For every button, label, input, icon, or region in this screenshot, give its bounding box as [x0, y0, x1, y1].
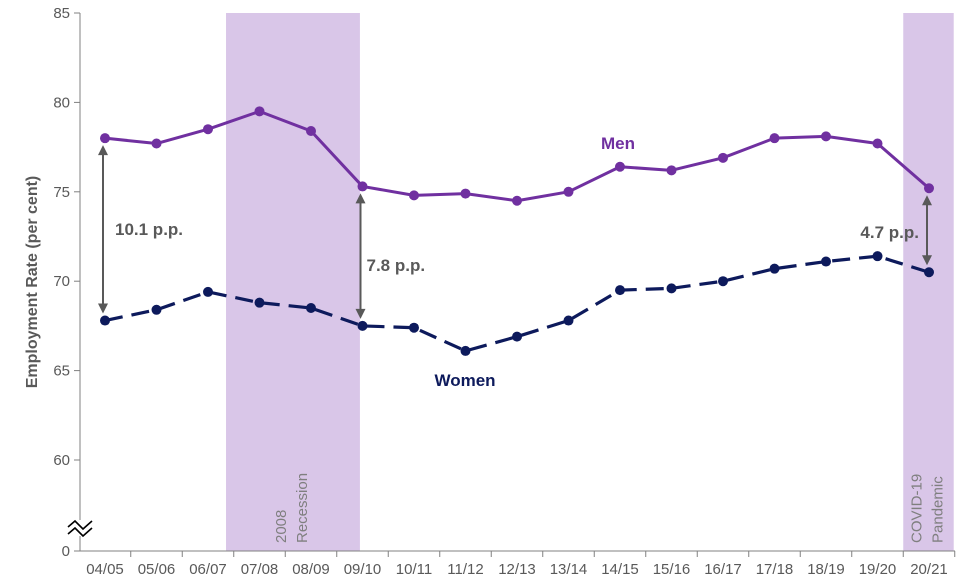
data-point-men	[821, 131, 831, 142]
data-point-men	[512, 195, 522, 206]
data-point-women	[924, 267, 934, 278]
x-tick-label: 12/13	[498, 561, 536, 578]
data-point-women	[615, 285, 625, 296]
x-tick-label: 10/11	[396, 561, 432, 578]
x-tick-label: 09/10	[344, 561, 382, 578]
y-tick-label: 0	[62, 543, 70, 560]
data-point-men	[203, 124, 213, 135]
data-point-women	[357, 320, 368, 331]
gap-arrow-head	[98, 303, 108, 314]
data-point-men	[872, 138, 883, 149]
data-point-women	[718, 276, 728, 287]
shaded-band	[903, 13, 954, 551]
data-point-men	[924, 183, 934, 194]
x-tick-label: 14/15	[601, 561, 639, 578]
x-tick-label: 15/16	[653, 561, 691, 578]
x-tick-label: 05/06	[138, 561, 176, 578]
gap-arrow-head	[98, 145, 108, 156]
y-tick-label: 70	[53, 273, 70, 290]
gap-arrow-head	[922, 255, 932, 266]
axis-break-mark	[67, 519, 93, 531]
data-point-women	[872, 251, 883, 262]
data-point-men	[306, 126, 316, 137]
x-tick-label: 11/12	[447, 561, 483, 578]
x-tick-label: 08/09	[292, 561, 330, 578]
data-point-men	[718, 152, 728, 163]
chart-series	[100, 106, 934, 356]
gap-arrow-head	[355, 193, 366, 204]
gap-arrow-head	[922, 195, 932, 206]
y-tick-label: 80	[53, 94, 70, 111]
gap-label: 10.1 p.p.	[115, 220, 183, 239]
x-tick-label: 17/18	[756, 561, 794, 578]
series-label-women: Women	[434, 371, 495, 390]
data-point-men	[460, 188, 471, 199]
axis-break-mask	[68, 520, 92, 536]
shaded-band	[226, 13, 360, 551]
y-axis-label: Employment Rate (per cent)	[24, 176, 41, 388]
data-point-women	[821, 256, 831, 267]
x-tick-label: 07/08	[241, 561, 279, 578]
data-point-men	[254, 106, 265, 117]
gap-annotations: 10.1 p.p. 7.8 p.p. 4.7 p.p.	[98, 145, 932, 319]
x-tick-label: 04/05	[86, 561, 124, 578]
data-point-men	[666, 165, 677, 176]
data-point-men	[100, 133, 110, 144]
x-tick-label: 19/20	[859, 561, 897, 578]
data-point-women	[409, 322, 419, 333]
gap-label: 4.7 p.p.	[860, 223, 919, 242]
data-point-women	[460, 345, 471, 356]
gap-label: 7.8 p.p.	[367, 256, 426, 275]
band-label: Pandemic	[929, 476, 946, 543]
band-label: Recession	[294, 473, 311, 543]
y-tick-label: 65	[53, 363, 70, 380]
gap-arrow-head	[355, 308, 366, 319]
x-tick-label: 18/19	[807, 561, 845, 578]
band-label: 2008	[273, 510, 290, 543]
data-point-men	[151, 138, 162, 149]
data-point-men	[409, 190, 419, 201]
x-tick-label: 06/07	[189, 561, 227, 578]
series-label-men: Men	[601, 134, 635, 153]
x-tick-label: 16/17	[704, 561, 742, 578]
data-point-women	[151, 304, 162, 315]
axis-break-mark	[67, 526, 93, 538]
data-point-men	[769, 133, 780, 144]
x-tick-label: 20/21	[910, 561, 948, 578]
data-point-women	[254, 297, 265, 308]
data-point-men	[615, 161, 625, 172]
data-point-women	[563, 315, 574, 326]
shaded-periods: 2008 Recession COVID-19 Pandemic	[226, 13, 954, 551]
y-tick-label: 75	[53, 184, 70, 201]
data-point-men	[357, 181, 368, 192]
y-tick-label: 60	[53, 452, 70, 469]
series-line-women	[104, 254, 930, 353]
chart-axes: 0 60 65 70 75 80 85 04/05 05/06 06/07 07/08 08/09 09…	[53, 5, 956, 578]
y-tick-label: 85	[53, 5, 70, 22]
data-point-men	[563, 186, 574, 197]
data-point-women	[666, 283, 677, 294]
chart-text-labels: Employment Rate (per cent) Men Women	[24, 134, 635, 390]
data-point-women	[512, 331, 522, 342]
data-point-women	[769, 263, 780, 274]
data-point-women	[203, 286, 213, 297]
data-point-women	[306, 303, 316, 314]
band-label: COVID-19	[908, 474, 925, 543]
x-tick-label: 13/14	[550, 561, 588, 578]
data-point-women	[100, 315, 110, 326]
